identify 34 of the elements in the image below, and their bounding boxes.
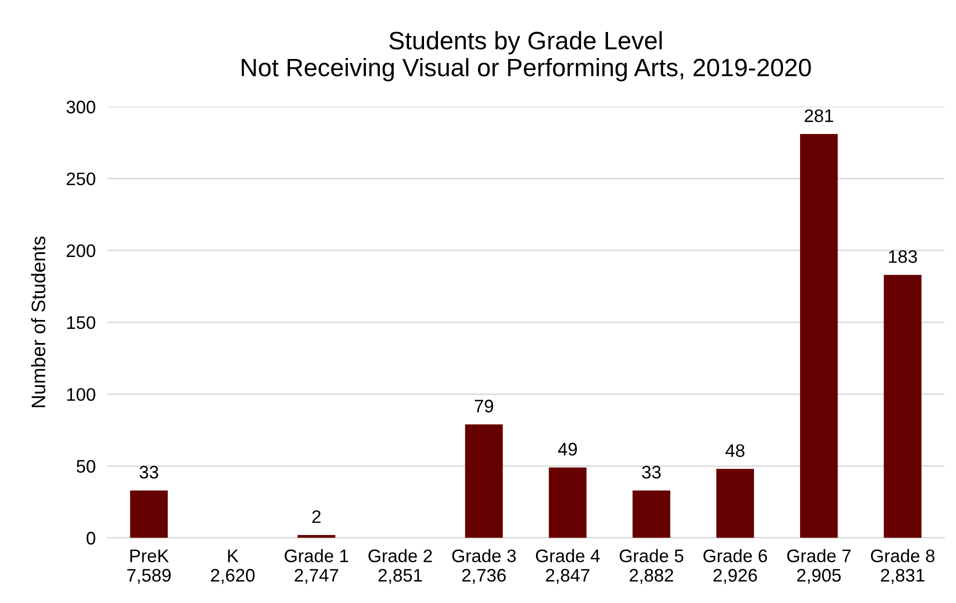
y-tick-label: 0 — [86, 532, 96, 545]
x-tick-label: K 2,620 — [211, 550, 255, 584]
bar — [716, 468, 754, 538]
bar — [632, 490, 670, 538]
x-tick-label: PreK 7,589 — [127, 550, 171, 584]
x-tick-label: Grade 1 2,747 — [284, 548, 348, 584]
data-label: 33 — [140, 466, 158, 479]
bar — [884, 274, 922, 538]
y-tick-label: 200 — [66, 244, 96, 258]
data-label: 48 — [726, 444, 744, 457]
data-label: 281 — [804, 109, 834, 122]
bar — [800, 134, 838, 538]
chart-title: Students by Grade Level Not Receiving Visual or Performing Arts, 2019-2020 — [242, 31, 811, 82]
x-tick-label: Grade 5 2,882 — [620, 548, 684, 584]
y-axis-title: Number of Students — [31, 236, 46, 408]
y-tick-label: 150 — [67, 316, 96, 330]
data-label: 49 — [558, 442, 577, 456]
data-label: 183 — [888, 250, 917, 263]
y-tick-label: 100 — [67, 388, 96, 401]
data-label: 79 — [474, 400, 494, 412]
x-tick-label: Grade 2 2,851 — [368, 548, 432, 584]
x-tick-label: Grade 7 2,905 — [787, 548, 851, 584]
y-tick-label: 300 — [66, 100, 96, 114]
x-tick-label: Grade 6 2,926 — [703, 548, 767, 584]
y-tick-label: 50 — [76, 460, 96, 473]
y-tick-label: 250 — [66, 172, 96, 186]
bar — [465, 424, 503, 538]
data-label: 2 — [312, 510, 321, 523]
x-tick-label: Grade 8 2,831 — [870, 548, 934, 584]
data-label: 33 — [642, 466, 661, 479]
bar — [130, 490, 168, 538]
x-tick-label: Grade 3 2,736 — [452, 548, 516, 584]
bar — [548, 467, 587, 538]
x-tick-label: Grade 4 2,847 — [536, 548, 600, 584]
